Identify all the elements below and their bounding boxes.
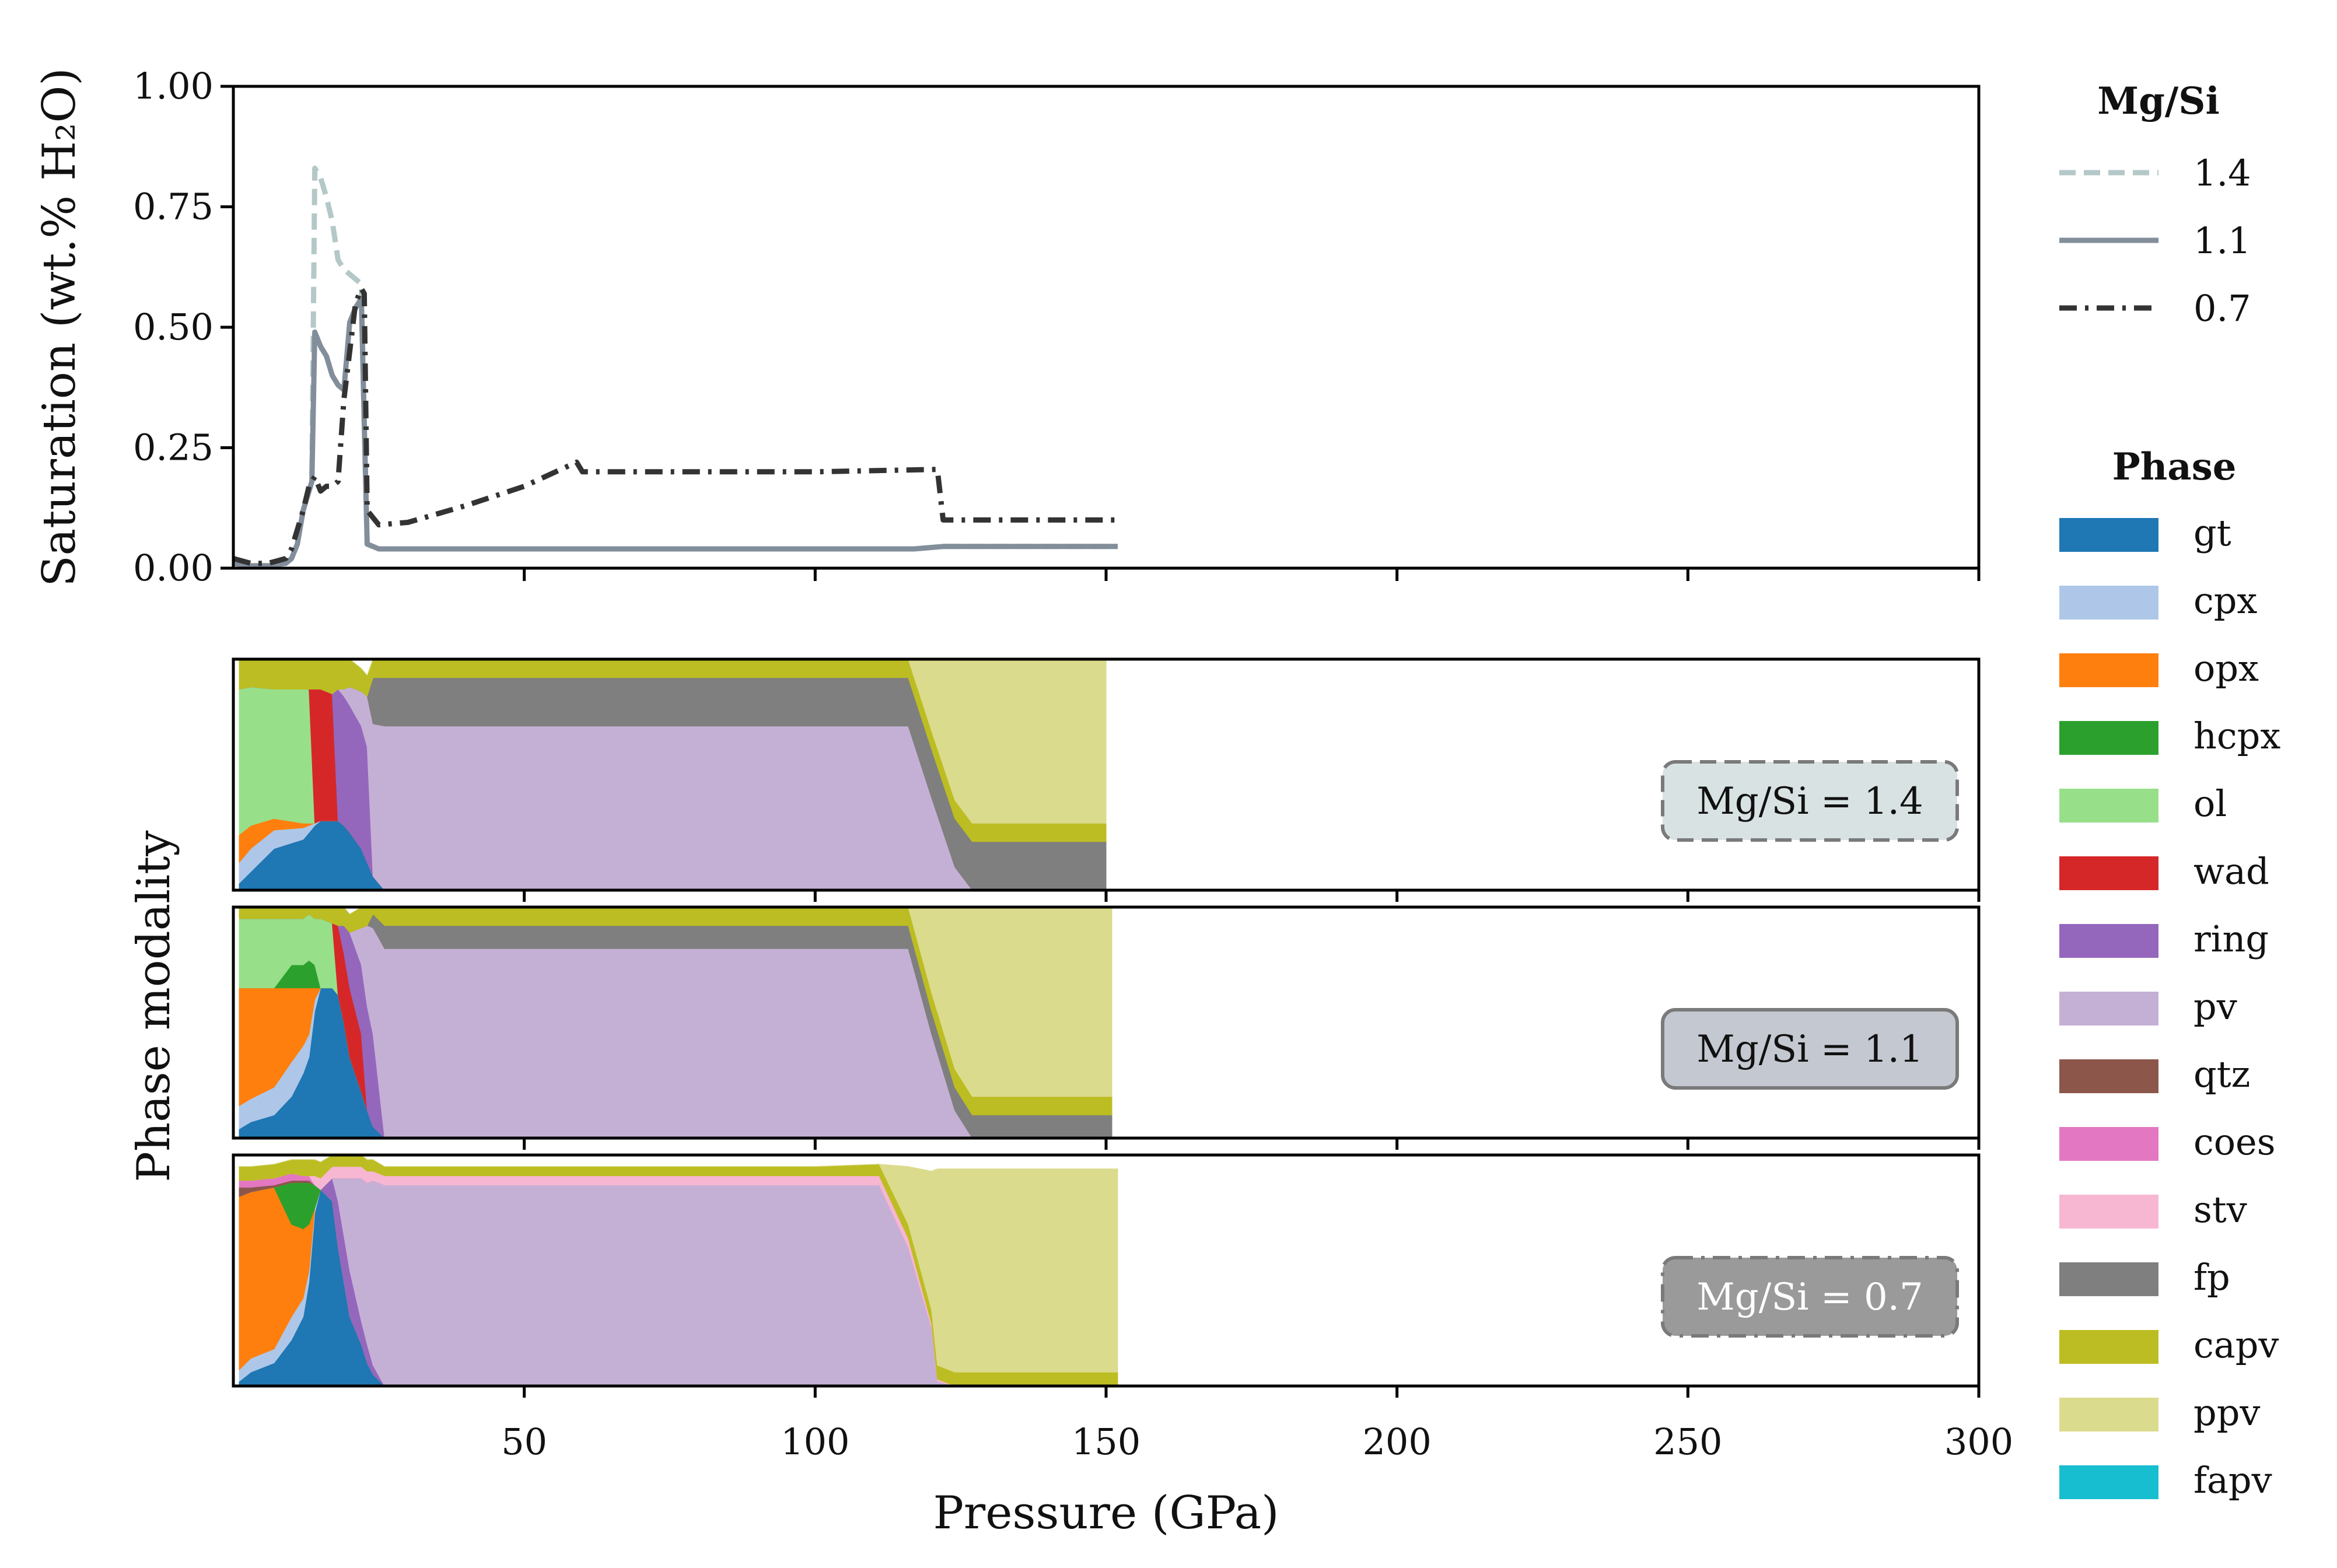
modality-areas <box>239 907 1112 1139</box>
pressure-tick-label: 250 <box>1653 1420 1722 1463</box>
mgsi-label-text: Mg/Si = 1.1 <box>1696 1028 1923 1071</box>
phase-legend-label: ring <box>2193 918 2269 960</box>
phase-legend-label: fp <box>2193 1256 2230 1298</box>
phase-legend-swatch <box>2059 856 2158 890</box>
phase-legend-swatch <box>2059 1195 2158 1228</box>
phase-legend-label: ppv <box>2193 1391 2260 1434</box>
saturation-x-ticks <box>523 568 1981 581</box>
phase-legend-label: stv <box>2193 1188 2247 1231</box>
phase-modality-panels: Mg/Si = 1.4 Mg/Si = 1.1 Mg/Si = 0.7 <box>232 657 1981 1398</box>
pressure-tick-label: 150 <box>1072 1420 1140 1463</box>
mgsi-legend-label: 1.1 <box>2193 219 2251 262</box>
modality-panel-2: Mg/Si = 1.1 <box>232 905 1981 1150</box>
phase-legend-swatch <box>2059 1127 2158 1161</box>
phase-legend-label: wad <box>2193 850 2269 892</box>
phase-legend-swatch <box>2059 518 2158 552</box>
phase-legend-label: opx <box>2193 647 2259 690</box>
phase-legend-swatch <box>2059 1398 2158 1432</box>
phase-legend-label: coes <box>2193 1121 2276 1163</box>
saturation-lines <box>232 165 1118 569</box>
pressure-x-ticks: 50 100 150 200 250 300 <box>501 1420 2013 1463</box>
phase-legend-swatch <box>2059 992 2158 1026</box>
mgsi-legend-label: 0.7 <box>2193 287 2251 330</box>
pressure-tick-label: 50 <box>501 1420 547 1463</box>
phase-legend-swatch <box>2059 924 2158 958</box>
phase-legend-swatch <box>2059 1465 2158 1499</box>
modality-panel-1: Mg/Si = 1.4 <box>232 657 1981 902</box>
phase-legend-swatch <box>2059 1330 2158 1364</box>
mgsi-label-box <box>1661 1008 1959 1090</box>
saturation-y-tick-label: 0.50 <box>133 306 214 348</box>
phase-legend-label: qtz <box>2193 1053 2250 1096</box>
modality-areas <box>239 659 1107 891</box>
phase-legend-label: pv <box>2193 985 2237 1028</box>
phase-legend-swatch <box>2059 1059 2158 1093</box>
pressure-tick-label: 100 <box>781 1420 849 1463</box>
saturation-plot: 0.00 0.25 0.50 0.75 1.00 Saturation (wt.% H₂… <box>33 65 1981 589</box>
phase-legend-title: Phase <box>2112 445 2237 489</box>
phase-legend-label: capv <box>2193 1324 2279 1366</box>
saturation-line-0.7 <box>232 286 1118 566</box>
pressure-tick-label: 300 <box>1944 1420 2013 1463</box>
modality-y-label: Phase modality <box>128 831 180 1182</box>
phase-legend-swatch <box>2059 586 2158 620</box>
mgsi-label-box <box>1661 760 1959 842</box>
saturation-y-tick-label: 0.25 <box>133 426 214 469</box>
pressure-tick-label: 200 <box>1362 1420 1431 1463</box>
phase-legend-label: gt <box>2193 512 2231 554</box>
phase-legend-label: fapv <box>2193 1459 2272 1502</box>
mgsi-label-text: Mg/Si = 0.7 <box>1696 1276 1923 1319</box>
mgsi-legend-label: 1.4 <box>2193 152 2251 194</box>
modality-panel-3: Mg/Si = 0.7 <box>232 1153 1981 1398</box>
modality-areas <box>239 1154 1118 1387</box>
saturation-y-tick-label: 0.75 <box>133 186 214 228</box>
phase-legend-swatch <box>2059 653 2158 687</box>
phase-legend-swatch <box>2059 721 2158 755</box>
mgsi-legend: Mg/Si 1.4 1.1 0.7 <box>2059 79 2251 330</box>
saturation-y-label: Saturation (wt.% H₂O) <box>33 68 86 587</box>
saturation-y-ticks: 0.00 0.25 0.50 0.75 1.00 <box>133 65 233 589</box>
phase-legend-label: ol <box>2193 782 2227 825</box>
saturation-line-1.4 <box>233 165 1118 569</box>
phase-legend-label: hcpx <box>2193 715 2280 757</box>
phase-legend: Phase gt cpx opx hcpx ol wad ring pv qtz coes stv f… <box>2059 445 2280 1502</box>
phase-legend-swatch <box>2059 1262 2158 1296</box>
saturation-line-1.1 <box>233 295 1118 569</box>
saturation-y-tick-label: 1.00 <box>133 65 214 107</box>
mgsi-label-text: Mg/Si = 1.4 <box>1696 780 1923 823</box>
pressure-x-label: Pressure (GPa) <box>933 1487 1279 1539</box>
mgsi-label-box <box>1661 1256 1959 1338</box>
saturation-y-tick-label: 0.00 <box>133 547 214 589</box>
phase-legend-label: cpx <box>2193 579 2257 622</box>
mgsi-legend-title: Mg/Si <box>2097 79 2220 123</box>
phase-legend-swatch <box>2059 789 2158 822</box>
